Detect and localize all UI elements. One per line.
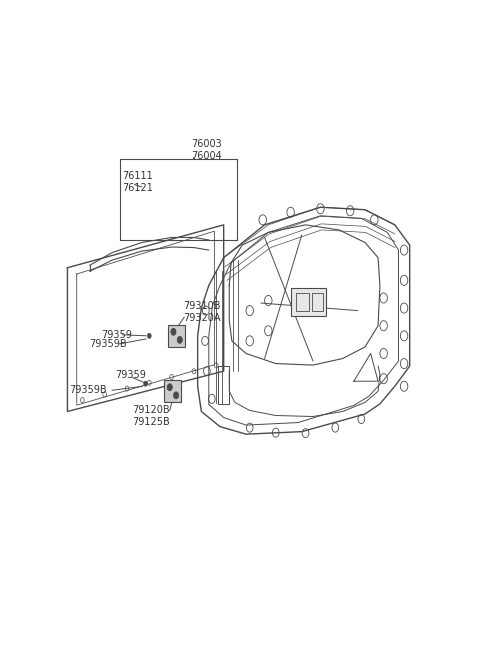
Circle shape [171, 328, 176, 335]
Text: 79359B: 79359B [69, 385, 107, 395]
FancyBboxPatch shape [168, 325, 185, 347]
Circle shape [177, 336, 182, 343]
Circle shape [144, 381, 147, 386]
Text: 79359B: 79359B [89, 339, 127, 349]
Text: 76111
76121: 76111 76121 [122, 171, 153, 193]
FancyBboxPatch shape [164, 380, 181, 402]
Text: 76003
76004: 76003 76004 [191, 140, 222, 161]
Text: 79120B
79125B: 79120B 79125B [132, 405, 169, 426]
Circle shape [167, 384, 172, 391]
Text: 79359: 79359 [115, 370, 146, 380]
Circle shape [147, 333, 151, 339]
FancyBboxPatch shape [290, 288, 326, 316]
Text: 79359: 79359 [101, 330, 132, 340]
Circle shape [173, 392, 179, 399]
Text: 79310B
79320A: 79310B 79320A [183, 301, 220, 323]
